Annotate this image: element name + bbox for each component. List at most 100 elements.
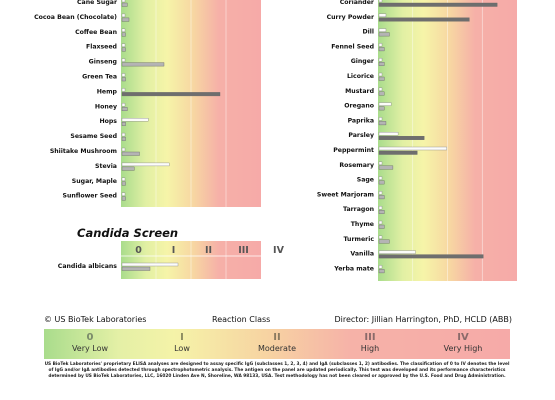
igg-bar (378, 58, 383, 62)
category-label: Sweet Marjoram (317, 191, 374, 198)
igg-bar (378, 28, 387, 32)
iga-bar (121, 136, 126, 141)
igg-bar (121, 147, 126, 152)
category-label: Flaxseed (86, 44, 117, 51)
igg-bar (378, 250, 416, 254)
candida-class-header: II (205, 245, 212, 256)
iga-bar (378, 47, 385, 52)
category-label: Turmeric (344, 236, 375, 243)
iga-bar (121, 166, 135, 171)
igg-bar (378, 235, 383, 240)
iga-bar (378, 150, 418, 155)
category-label: Yerba mate (333, 265, 374, 272)
iga-bar (378, 106, 385, 111)
category-label: Candida albicans (58, 263, 118, 270)
iga-bar (378, 17, 470, 22)
iga-bar (121, 62, 165, 67)
igg-bar (121, 0, 126, 3)
igg-bar (378, 220, 383, 225)
iga-bar (378, 224, 385, 229)
category-label: Oregano (344, 103, 374, 110)
disclaimer-text: US BioTek Laboratories' proprietary ELIS… (44, 362, 510, 379)
igg-bar (378, 43, 383, 47)
category-label: Dill (363, 29, 375, 36)
category-label: Parsley (348, 132, 374, 139)
director-text: Director: Jillian Harrington, PhD, HCLD … (334, 315, 512, 324)
category-label: Coriander (340, 0, 375, 6)
iga-bar (121, 107, 128, 112)
igg-bar (378, 205, 383, 210)
igg-bar (378, 0, 383, 3)
iga-bar (378, 239, 390, 244)
category-label: Sugar, Maple (72, 178, 117, 185)
iga-bar (121, 151, 140, 156)
category-label: Ginseng (89, 59, 117, 66)
iga-bar (121, 32, 126, 37)
reaction-class-legend: 0 Very Low I Low II Moderate III High IV Very… (44, 329, 510, 359)
iga-bar (378, 209, 385, 214)
igg-bar (121, 58, 126, 62)
footer-line: © US BioTek Laboratories Reaction Class … (44, 315, 512, 325)
iga-bar (121, 77, 126, 82)
igg-bar (121, 13, 126, 18)
category-label: Tarragon (343, 206, 374, 213)
igg-bar (378, 87, 383, 92)
category-label: Rosemary (339, 162, 374, 169)
category-label: Paprika (348, 117, 374, 124)
iga-bar (378, 32, 390, 37)
iga-bar (378, 254, 484, 259)
candida-class-header: III (238, 245, 249, 256)
category-label: Coffee Bean (75, 29, 117, 36)
igg-bar (378, 161, 383, 166)
category-label: Mustard (345, 88, 374, 95)
igg-bar (378, 176, 383, 180)
iga-bar (378, 2, 498, 7)
iga-bar (378, 269, 385, 274)
igg-bar (378, 131, 399, 136)
igg-bar (378, 146, 447, 151)
candida-class-header: 0 (135, 245, 142, 256)
iga-bar (378, 135, 425, 140)
category-label: Honey (95, 103, 117, 110)
igg-bar (121, 73, 126, 77)
igg-bar (121, 162, 170, 167)
category-label: Stevia (95, 163, 117, 170)
igg-bar (121, 192, 126, 196)
category-label: Hemp (97, 88, 118, 95)
category-label: Sunflower Seed (62, 193, 117, 200)
igg-bar (378, 191, 383, 195)
iga-bar (378, 195, 385, 200)
iga-bar (121, 196, 126, 201)
category-label: Vanilla (350, 251, 374, 258)
category-label: Ginger (351, 58, 375, 65)
igg-bar (121, 103, 126, 107)
category-label: Curry Powder (327, 14, 375, 21)
iga-bar (121, 266, 151, 271)
legend-class-3: III High (360, 332, 380, 353)
category-label: Green Tea (82, 74, 117, 81)
legend-class-2: II Moderate (257, 332, 297, 353)
iga-bar (378, 121, 387, 126)
candida-title: Candida Screen (77, 226, 178, 240)
legend-class-1: I Low (174, 332, 190, 353)
igg-bar (121, 177, 126, 182)
chart-canvas: Cane Sugar Cocoa Bean (Chocolate) Coffee B… (34, 0, 517, 281)
category-label: Cane Sugar (77, 0, 118, 6)
igg-bar (121, 88, 126, 92)
category-label: Fennel Seed (331, 43, 374, 50)
category-label: Peppermint (333, 147, 374, 154)
copyright-text: © US BioTek Laboratories (44, 315, 147, 324)
igg-bar (378, 102, 392, 106)
category-label: Shiitake Mushroom (50, 148, 117, 155)
iga-bar (121, 181, 126, 186)
candida-class-header: IV (273, 245, 285, 256)
candida-class-header: I (172, 245, 176, 256)
iga-bar (121, 92, 221, 97)
iga-bar (121, 17, 130, 22)
category-label: Sage (357, 177, 374, 184)
iga-bar (121, 121, 126, 126)
igg-bar (121, 117, 149, 122)
category-label: Licorice (347, 73, 374, 80)
igg-bar (121, 28, 126, 32)
igg-bar (378, 117, 383, 121)
